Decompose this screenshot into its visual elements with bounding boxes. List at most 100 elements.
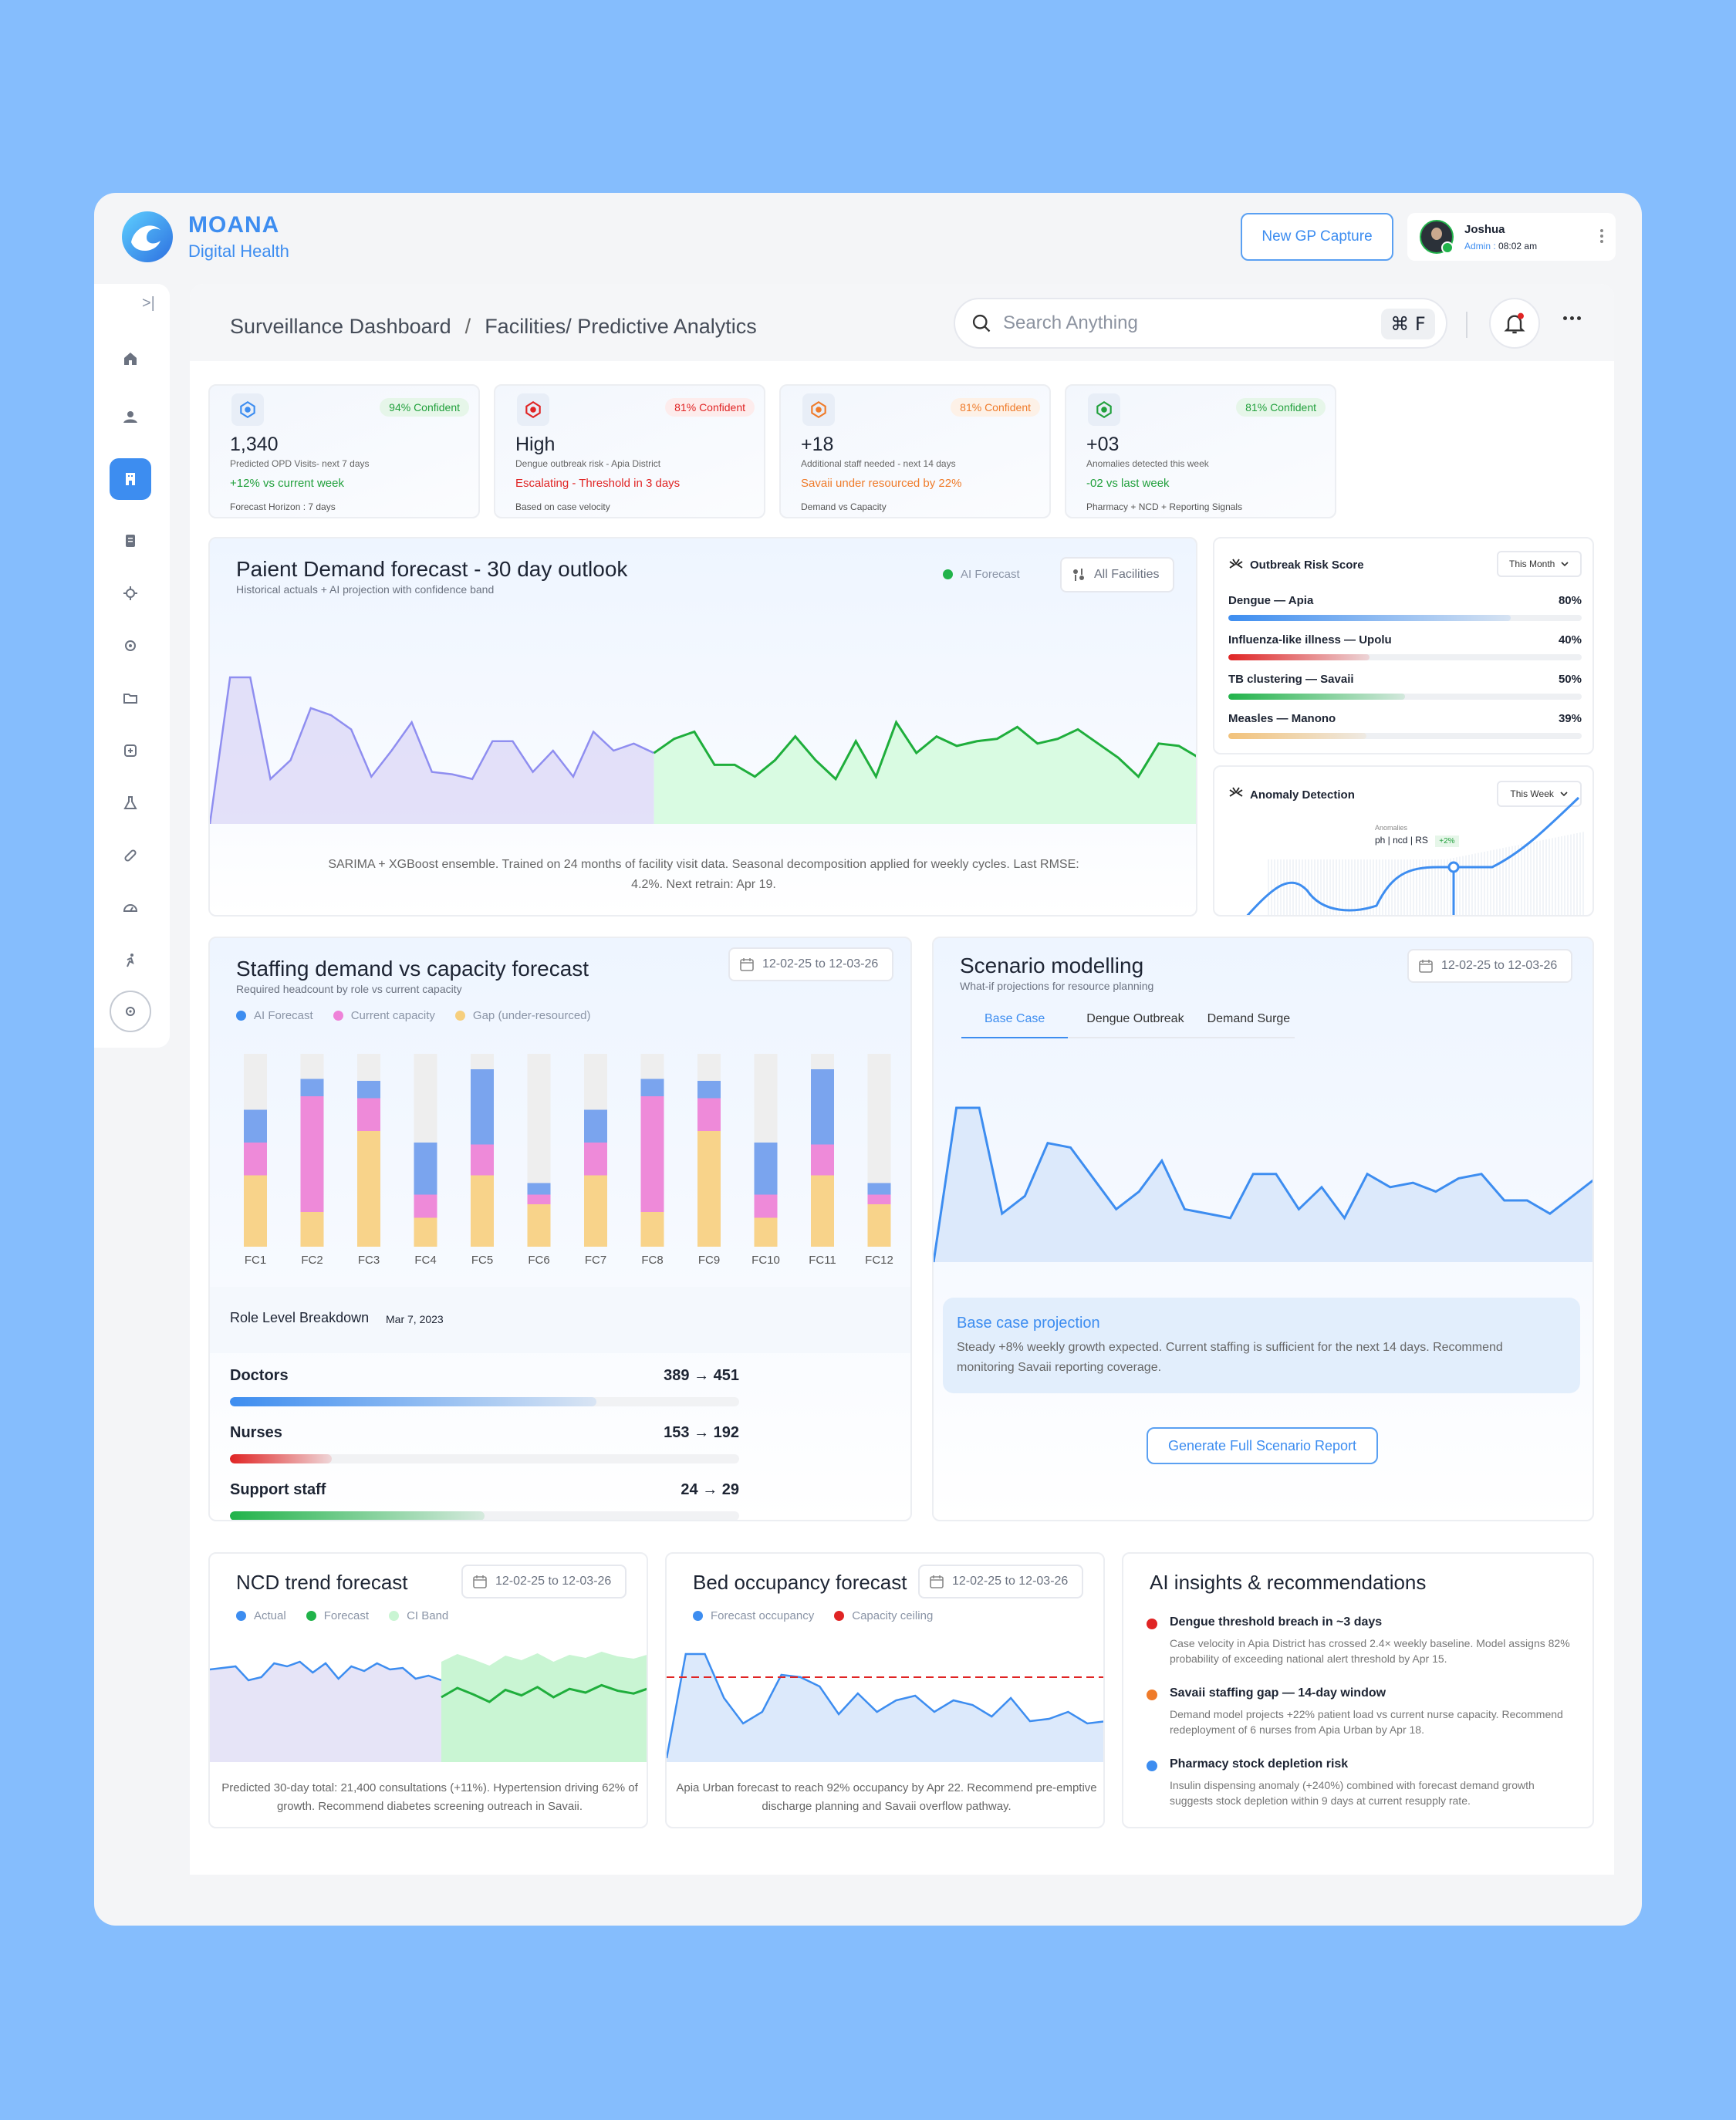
role-name: Support staff (230, 1481, 326, 1498)
legend-item: CI Band (389, 1609, 448, 1622)
bar-FC12: FC12 (865, 1054, 893, 1267)
confidence-badge: 81% Confident (665, 398, 755, 417)
home-icon[interactable] (110, 338, 151, 380)
chevron-down-icon (1559, 792, 1568, 797)
confidence-badge: 94% Confident (380, 398, 469, 417)
role-bar-fill (230, 1397, 597, 1406)
risk-label: Influenza-like illness — Upolu (1228, 633, 1392, 646)
bar-label: FC10 (751, 1254, 780, 1267)
calendar-icon (473, 1575, 487, 1588)
bar-label: FC7 (585, 1254, 606, 1267)
risk-title: Outbreak Risk Score (1250, 559, 1364, 572)
bar-FC8: FC8 (640, 1054, 664, 1267)
bed-date-picker[interactable]: 12-02-25 to 12-03-26 (918, 1565, 1084, 1598)
new-gp-capture-button[interactable]: New GP Capture (1241, 213, 1393, 261)
pill-icon[interactable] (110, 835, 151, 876)
kpi-trend: -02 vs last week (1086, 477, 1170, 490)
calendar-icon (930, 1575, 944, 1588)
brand[interactable]: MOANA Digital Health (120, 210, 289, 264)
search-input[interactable] (1003, 312, 1350, 334)
ncd-forecast-line (441, 1683, 647, 1703)
user-card[interactable]: Joshua Admin : 08:02 am (1407, 213, 1616, 261)
bar-FC2: FC2 (300, 1054, 324, 1267)
gear-icon[interactable] (110, 991, 151, 1032)
historical-area (210, 677, 654, 824)
anomaly-period-select[interactable]: This Week (1497, 781, 1582, 807)
more-options-icon[interactable] (1563, 316, 1581, 320)
bar-label: FC1 (245, 1254, 266, 1267)
generate-report-button[interactable]: Generate Full Scenario Report (1147, 1427, 1378, 1464)
bar-segment (527, 1194, 551, 1204)
confidence-badge: 81% Confident (1236, 398, 1326, 417)
kpi-trend: +12% vs current week (230, 477, 344, 490)
user-menu-icon[interactable] (1600, 227, 1605, 245)
breadcrumb-current: Facilities/ Predictive Analytics (485, 315, 757, 338)
users-icon[interactable] (110, 397, 151, 438)
kpi-value: High (515, 434, 556, 455)
bar-segment (584, 1109, 607, 1143)
kpi-card[interactable]: 81% Confident High Dengue outbreak risk … (494, 384, 765, 518)
insight-text: Demand model projects +22% patient load … (1170, 1708, 1563, 1736)
bar-FC10: FC10 (751, 1054, 780, 1267)
risk-row: TB clustering — Savaii 50% (1228, 673, 1582, 700)
insights-panel: AI insights & recommendations Dengue thr… (1122, 1552, 1594, 1828)
tooltip-label: Anomalies (1375, 824, 1408, 832)
scenario-panel: Scenario modelling What-if projections f… (932, 937, 1594, 1521)
insight-item[interactable]: Savaii staffing gap — 14-day window Deman… (1147, 1686, 1579, 1737)
insights-title: AI insights & recommendations (1150, 1571, 1427, 1594)
staffing-chart: FC1 FC2 FC3 FC4 FC5 FC6 FC7 FC8 FC9 FC10 FC11 FC12 (244, 1054, 893, 1267)
search-box[interactable]: ⌘ F (954, 298, 1447, 349)
chevron-down-icon (1561, 562, 1569, 567)
settings-icon[interactable] (110, 625, 151, 667)
all-facilities-filter[interactable]: All Facilities (1060, 557, 1175, 592)
ncd-date-picker[interactable]: 12-02-25 to 12-03-26 (461, 1565, 627, 1598)
insight-item[interactable]: Pharmacy stock depletion risk Insulin dis… (1147, 1757, 1579, 1808)
brand-name: MOANA (188, 212, 280, 238)
anomaly-chart (1246, 796, 1584, 915)
activity-icon[interactable] (110, 940, 151, 981)
gauge-icon[interactable] (110, 887, 151, 929)
collapse-icon[interactable]: >| (142, 295, 155, 312)
bar-segment (584, 1175, 607, 1247)
building-icon (231, 393, 264, 426)
bar-label: FC6 (528, 1254, 549, 1267)
scenario-tab[interactable]: Dengue Outbreak (1086, 1012, 1184, 1025)
scenario-tab[interactable]: Demand Surge (1207, 1012, 1291, 1025)
bar-label: FC11 (809, 1254, 836, 1267)
kpi-card[interactable]: 81% Confident +18 Additional staff neede… (779, 384, 1051, 518)
scenario-tab[interactable]: Base Case (961, 1006, 1069, 1038)
scenario-date-picker[interactable]: 12-02-25 to 12-03-26 (1407, 949, 1573, 983)
flask-icon[interactable] (110, 782, 151, 824)
ncd-note: Predicted 30-day total: 21,400 consultat… (221, 1781, 638, 1813)
risk-row: Influenza-like illness — Upolu 40% (1228, 633, 1582, 660)
projection-title: Base case projection (957, 1315, 1100, 1332)
notifications-button[interactable] (1489, 298, 1540, 349)
insight-item[interactable]: Dengue threshold breach in ~3 days Case v… (1147, 1615, 1579, 1666)
kpi-footnote: Demand vs Capacity (801, 501, 887, 512)
projection-text: Steady +8% weekly growth expected. Curre… (957, 1341, 1503, 1374)
kpi-subtitle: Additional staff needed - next 14 days (801, 458, 956, 469)
building-icon (1088, 393, 1120, 426)
scenario-title: Scenario modelling (960, 954, 1144, 977)
building-icon[interactable] (110, 458, 151, 500)
breadcrumb-root[interactable]: Surveillance Dashboard (230, 315, 451, 338)
ncd-actual-line (210, 1660, 442, 1682)
risk-period-select[interactable]: This Month (1497, 551, 1582, 577)
scenario-chart (934, 1106, 1592, 1263)
folder-icon[interactable] (110, 677, 151, 719)
bar-segment (244, 1175, 267, 1247)
kpi-card[interactable]: 94% Confident 1,340 Predicted OPD Visits… (208, 384, 480, 518)
brand-sub: Digital Health (188, 241, 289, 261)
virus-icon[interactable] (110, 572, 151, 614)
document-icon[interactable] (110, 520, 151, 562)
medical-icon[interactable] (110, 730, 151, 771)
ncd-ci-band (441, 1652, 647, 1762)
risk-percent: 50% (1558, 673, 1582, 686)
bar-segment (471, 1144, 494, 1176)
insight-dot (1147, 1619, 1157, 1629)
kpi-card[interactable]: 81% Confident +03 Anomalies detected thi… (1065, 384, 1336, 518)
role-breakdown-date: Mar 7, 2023 (386, 1313, 444, 1325)
insight-title: Savaii staffing gap — 14-day window (1170, 1686, 1386, 1700)
staffing-date-picker[interactable]: 12-02-25 to 12-03-26 (728, 947, 894, 981)
scenario-tabs: Base Case Dengue Outbreak Demand Surge (961, 1006, 1295, 1038)
